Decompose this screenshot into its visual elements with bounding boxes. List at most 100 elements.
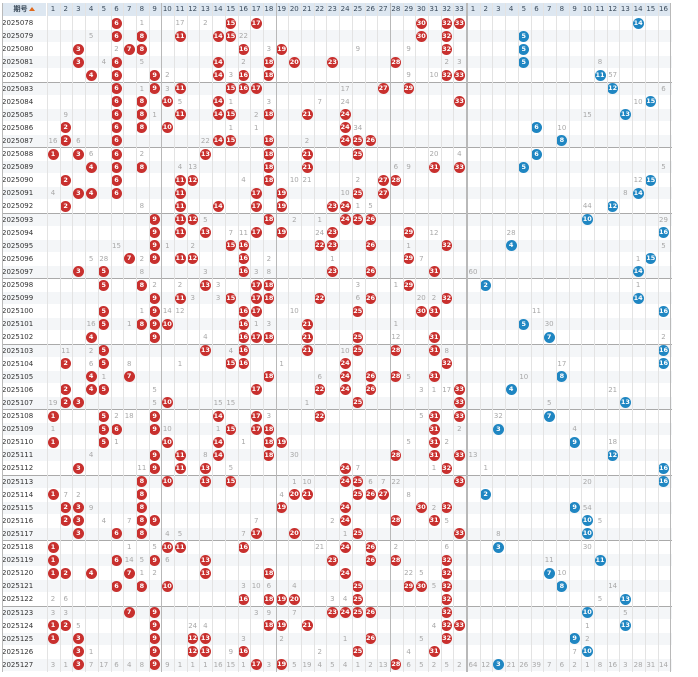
red-column-header[interactable]: 24 xyxy=(340,5,350,13)
red-column-header[interactable]: 10 xyxy=(162,5,172,13)
red-column-header[interactable]: 3 xyxy=(76,5,81,13)
red-column-header[interactable]: 9 xyxy=(152,5,157,13)
blue-column-header[interactable]: 12 xyxy=(608,5,618,13)
red-ball: 18 xyxy=(263,69,275,81)
red-column-header[interactable]: 15 xyxy=(226,5,236,13)
issue-number: 2025120 xyxy=(2,569,34,578)
issue-number: 2025107 xyxy=(2,398,34,407)
red-ball: 3 xyxy=(72,659,84,671)
red-ball: 15 xyxy=(225,17,237,29)
blue-column-header[interactable]: 16 xyxy=(659,5,668,13)
sort-icon[interactable] xyxy=(28,7,35,11)
red-column-header[interactable]: 22 xyxy=(315,5,325,13)
red-ball: 17 xyxy=(250,227,262,239)
red-column-header[interactable]: 29 xyxy=(404,5,414,13)
omission-value: 2 xyxy=(457,425,462,434)
red-ball: 23 xyxy=(326,200,338,212)
blue-column-header[interactable]: 14 xyxy=(633,5,643,13)
issue-number: 2025088 xyxy=(2,150,34,158)
red-ball: 31 xyxy=(428,331,440,343)
omission-value: 4 xyxy=(292,582,297,591)
red-ball: 17 xyxy=(250,410,262,422)
red-column-header[interactable]: 19 xyxy=(277,5,287,13)
omission-value: 28 xyxy=(99,254,109,263)
red-column-header[interactable]: 18 xyxy=(264,5,274,13)
red-column-header[interactable]: 2 xyxy=(63,5,68,13)
red-ball: 7 xyxy=(123,567,135,579)
red-column-header[interactable]: 31 xyxy=(429,5,439,13)
column-divider xyxy=(174,3,175,672)
red-ball: 18 xyxy=(263,371,275,383)
red-ball: 14 xyxy=(212,449,224,461)
red-ball: 8 xyxy=(136,96,148,108)
red-ball: 31 xyxy=(428,515,440,527)
red-column-header[interactable]: 1 xyxy=(50,5,56,13)
omission-value: 2 xyxy=(444,58,449,67)
red-column-header[interactable]: 32 xyxy=(442,5,452,13)
table-row xyxy=(2,489,672,501)
red-column-header[interactable]: 5 xyxy=(101,5,107,13)
red-column-header[interactable]: 7 xyxy=(126,5,132,13)
blue-column-header[interactable]: 11 xyxy=(595,5,605,13)
column-divider xyxy=(364,3,366,672)
blue-omission-value: 1 xyxy=(635,281,641,289)
red-column-header[interactable]: 8 xyxy=(139,5,145,13)
red-column-header[interactable]: 14 xyxy=(213,5,223,13)
omission-value: 3 xyxy=(266,320,272,329)
red-ball: 17 xyxy=(250,331,262,343)
column-divider xyxy=(2,3,3,672)
red-column-header[interactable]: 30 xyxy=(416,5,426,13)
blue-column-header[interactable]: 3 xyxy=(496,5,501,13)
red-column-header[interactable]: 26 xyxy=(366,5,375,13)
blue-column-header[interactable]: 1 xyxy=(470,5,476,13)
blue-omission-value: 11 xyxy=(532,307,541,316)
blue-column-header[interactable]: 10 xyxy=(582,5,592,13)
red-column-header[interactable]: 28 xyxy=(391,5,401,13)
red-ball: 31 xyxy=(428,371,440,383)
omission-value: 2 xyxy=(330,516,335,525)
blue-ball: 15 xyxy=(645,174,657,186)
red-column-header[interactable]: 25 xyxy=(353,5,363,13)
red-ball: 24 xyxy=(339,122,351,134)
red-column-header[interactable]: 16 xyxy=(239,5,248,13)
red-column-header[interactable]: 27 xyxy=(378,5,388,13)
issue-column-header[interactable]: 期号 xyxy=(2,3,46,16)
blue-column-header[interactable]: 7 xyxy=(546,5,552,13)
red-ball: 14 xyxy=(212,96,224,108)
red-ball: 4 xyxy=(85,567,97,579)
omission-value: 3 xyxy=(457,58,462,67)
blue-column-header[interactable]: 15 xyxy=(646,5,656,13)
red-column-header[interactable]: 11 xyxy=(175,5,185,13)
blue-omission-value: 6 xyxy=(661,84,666,93)
red-column-header[interactable]: 21 xyxy=(302,5,312,13)
blue-column-header[interactable]: 2 xyxy=(483,5,488,13)
blue-column-header[interactable]: 9 xyxy=(572,5,577,13)
blue-column-header[interactable]: 5 xyxy=(521,5,527,13)
column-divider xyxy=(339,3,341,672)
blue-ball: 10 xyxy=(581,214,593,225)
red-column-header[interactable]: 12 xyxy=(188,5,198,13)
red-ball: 5 xyxy=(98,423,110,435)
red-column-header[interactable]: 33 xyxy=(454,5,464,13)
blue-omission-value: 1 xyxy=(635,254,641,263)
red-column-header[interactable]: 13 xyxy=(200,5,210,13)
blue-column-header[interactable]: 6 xyxy=(534,5,539,13)
omission-value: 9 xyxy=(63,110,68,119)
red-ball: 8 xyxy=(136,122,148,134)
red-ball: 17 xyxy=(250,292,262,304)
red-column-header[interactable]: 4 xyxy=(88,5,94,13)
blue-column-header[interactable]: 8 xyxy=(559,5,565,13)
red-ball: 24 xyxy=(339,135,351,147)
red-ball: 10 xyxy=(161,318,173,330)
red-column-header[interactable]: 17 xyxy=(251,5,261,13)
red-column-header[interactable]: 6 xyxy=(114,5,119,13)
red-ball: 9 xyxy=(149,331,161,343)
omission-value: 7 xyxy=(292,608,297,617)
omission-value: 20 xyxy=(429,150,439,158)
column-divider xyxy=(301,3,302,672)
omission-value: 3 xyxy=(165,84,170,93)
blue-column-header[interactable]: 13 xyxy=(620,5,630,13)
red-column-header[interactable]: 20 xyxy=(289,5,299,13)
red-column-header[interactable]: 23 xyxy=(327,5,337,13)
blue-column-header[interactable]: 4 xyxy=(508,5,514,13)
